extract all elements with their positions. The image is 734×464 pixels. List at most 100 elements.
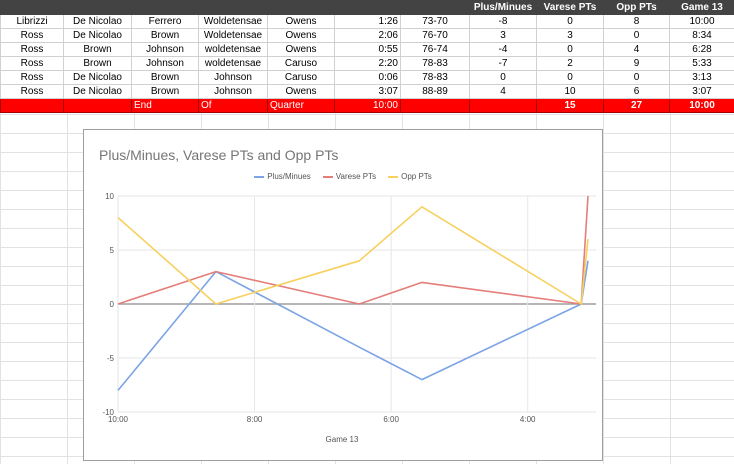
x-axis-label: Game 13 xyxy=(326,435,359,444)
cell[interactable]: 73-70 xyxy=(400,14,470,29)
cell[interactable]: Brown xyxy=(131,70,199,85)
cell[interactable]: Brown xyxy=(131,84,199,99)
cell[interactable]: Ferrero xyxy=(131,14,199,29)
header-cell[interactable] xyxy=(198,0,268,15)
cell[interactable]: 3 xyxy=(536,28,604,43)
cell[interactable]: 2 xyxy=(536,56,604,71)
cell[interactable]: 78-83 xyxy=(400,56,470,71)
cell[interactable]: 2:06 xyxy=(334,28,401,43)
cell[interactable]: 76-70 xyxy=(400,28,470,43)
cell[interactable]: 0 xyxy=(536,42,604,57)
header-cell[interactable] xyxy=(63,0,132,15)
cell[interactable]: Ross xyxy=(0,42,64,57)
cell[interactable]: -7 xyxy=(469,56,537,71)
cell[interactable]: Ross xyxy=(0,28,64,43)
cell[interactable]: 27 xyxy=(603,98,670,113)
cell[interactable]: 88-89 xyxy=(400,84,470,99)
cell[interactable]: 3:07 xyxy=(669,84,734,99)
chart-legend: Plus/Minues Varese PTs Opp PTs xyxy=(84,172,602,181)
header-cell[interactable] xyxy=(400,0,470,15)
cell[interactable]: 4 xyxy=(469,84,537,99)
header-cell[interactable] xyxy=(0,0,64,15)
header-cell[interactable] xyxy=(131,0,199,15)
cell[interactable]: -8 xyxy=(469,14,537,29)
cell[interactable]: Owens xyxy=(267,28,335,43)
cell[interactable]: 3:07 xyxy=(334,84,401,99)
cell[interactable]: Ross xyxy=(0,56,64,71)
cell[interactable]: 5:33 xyxy=(669,56,734,71)
cell[interactable]: Caruso xyxy=(267,56,335,71)
cell[interactable]: 15 xyxy=(536,98,604,113)
cell[interactable]: 0:06 xyxy=(334,70,401,85)
cell[interactable]: Brown xyxy=(63,56,132,71)
cell[interactable]: Johnson xyxy=(131,56,199,71)
cell[interactable]: 0 xyxy=(603,28,670,43)
cell[interactable]: Caruso xyxy=(267,70,335,85)
cell[interactable]: woldetensae xyxy=(198,56,268,71)
cell[interactable] xyxy=(0,98,64,113)
cell[interactable]: 8:34 xyxy=(669,28,734,43)
cell[interactable]: 4 xyxy=(603,42,670,57)
legend-item[interactable]: Plus/Minues xyxy=(254,172,311,181)
cell[interactable]: 10:00 xyxy=(669,98,734,113)
cell[interactable]: 0 xyxy=(469,70,537,85)
header-row: Plus/Minues Varese PTs Opp PTs Game 13 xyxy=(0,0,734,15)
cell[interactable] xyxy=(63,98,132,113)
cell[interactable]: Owens xyxy=(267,14,335,29)
cell[interactable]: End xyxy=(131,98,199,113)
cell[interactable] xyxy=(469,98,537,113)
cell[interactable]: De Nicolao xyxy=(63,28,132,43)
cell[interactable]: 10 xyxy=(536,84,604,99)
line-chart[interactable]: Plus/Minues, Varese PTs and Opp PTs Plus… xyxy=(83,129,603,461)
table-row: Ross Brown Johnson woldetensae Caruso 2:20 78-… xyxy=(0,56,734,71)
cell[interactable]: Johnson xyxy=(198,84,268,99)
cell[interactable]: Woldetensae xyxy=(198,14,268,29)
table-row: Ross De Nicolao Brown Johnson Caruso 0:06 78-8… xyxy=(0,70,734,85)
header-plus-minus[interactable]: Plus/Minues xyxy=(469,0,537,15)
cell[interactable]: Librizzi xyxy=(0,14,64,29)
cell[interactable]: 0 xyxy=(536,14,604,29)
cell[interactable]: Owens xyxy=(267,84,335,99)
cell[interactable]: 9 xyxy=(603,56,670,71)
x-tick-label: 6:00 xyxy=(383,415,399,424)
cell[interactable]: 76-74 xyxy=(400,42,470,57)
cell[interactable]: woldetensae xyxy=(198,42,268,57)
cell[interactable]: 10:00 xyxy=(669,14,734,29)
header-cell[interactable] xyxy=(334,0,401,15)
cell[interactable]: 0 xyxy=(536,70,604,85)
cell[interactable]: De Nicolao xyxy=(63,70,132,85)
cell[interactable]: De Nicolao xyxy=(63,84,132,99)
cell[interactable]: 78-83 xyxy=(400,70,470,85)
cell[interactable]: 6 xyxy=(603,84,670,99)
cell[interactable] xyxy=(400,98,470,113)
cell[interactable]: 8 xyxy=(603,14,670,29)
cell[interactable]: 6:28 xyxy=(669,42,734,57)
cell[interactable]: 2:20 xyxy=(334,56,401,71)
cell[interactable]: 3:13 xyxy=(669,70,734,85)
cell[interactable]: Johnson xyxy=(198,70,268,85)
cell[interactable]: 0:55 xyxy=(334,42,401,57)
cell[interactable]: Woldetensae xyxy=(198,28,268,43)
legend-label: Opp PTs xyxy=(401,172,432,181)
cell[interactable]: Ross xyxy=(0,70,64,85)
header-opp-pts[interactable]: Opp PTs xyxy=(603,0,670,15)
cell[interactable]: Of xyxy=(198,98,268,113)
cell[interactable]: Johnson xyxy=(131,42,199,57)
cell[interactable]: 10:00 xyxy=(334,98,401,113)
y-tick-label: 10 xyxy=(105,192,114,201)
cell[interactable]: Brown xyxy=(63,42,132,57)
cell[interactable]: De Nicolao xyxy=(63,14,132,29)
header-varese-pts[interactable]: Varese PTs xyxy=(536,0,604,15)
cell[interactable]: 1:26 xyxy=(334,14,401,29)
cell[interactable]: Owens xyxy=(267,42,335,57)
cell[interactable]: Quarter xyxy=(267,98,335,113)
cell[interactable]: Brown xyxy=(131,28,199,43)
legend-item[interactable]: Opp PTs xyxy=(388,172,432,181)
header-cell[interactable] xyxy=(267,0,335,15)
header-game[interactable]: Game 13 xyxy=(669,0,734,15)
legend-item[interactable]: Varese PTs xyxy=(322,172,376,181)
cell[interactable]: 0 xyxy=(603,70,670,85)
cell[interactable]: 3 xyxy=(469,28,537,43)
cell[interactable]: -4 xyxy=(469,42,537,57)
cell[interactable]: Ross xyxy=(0,84,64,99)
